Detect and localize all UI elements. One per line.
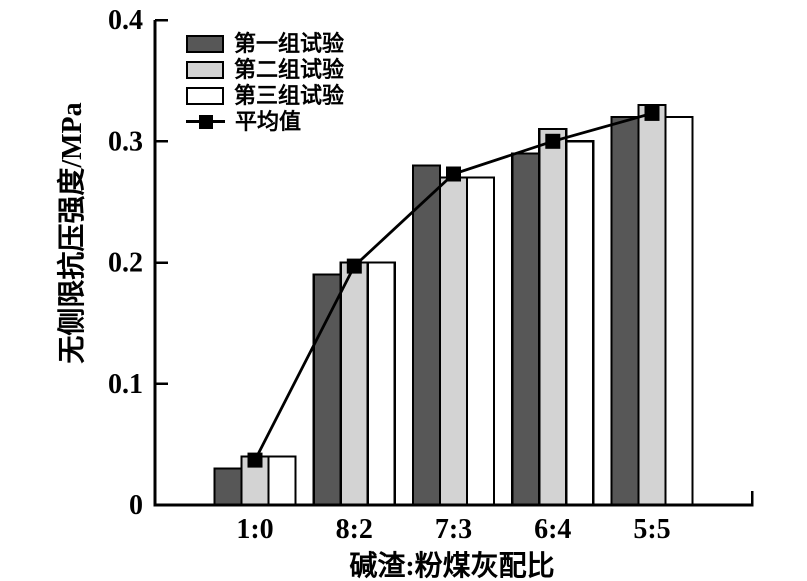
y-tick-label-0: 0 bbox=[129, 490, 143, 521]
bar-series1-5:5 bbox=[610, 115, 640, 507]
bar-series3-5:5 bbox=[664, 115, 694, 507]
y-axis-title: 无侧限抗压强度/MPa bbox=[57, 102, 88, 364]
y-tick-label-0.1: 0.1 bbox=[108, 369, 143, 400]
bar-series2-8:2 bbox=[339, 261, 369, 507]
y-tick-label-0.3: 0.3 bbox=[108, 126, 143, 157]
y-tick-label-0.4: 0.4 bbox=[108, 5, 143, 36]
bar-series2-7:3 bbox=[438, 176, 469, 507]
bar-series2-6:4 bbox=[538, 128, 568, 507]
x-tick-label-1:0: 1:0 bbox=[236, 514, 273, 545]
y-tick-label-0.2: 0.2 bbox=[108, 248, 143, 279]
legend-swatch-group3-icon bbox=[186, 86, 224, 105]
legend-label-group3: 第三组试验 bbox=[234, 83, 345, 108]
bar-series3-7:3 bbox=[465, 176, 496, 507]
bar-series1-8:2 bbox=[312, 273, 342, 507]
bar-series1-6:4 bbox=[511, 152, 541, 507]
x-tick-label-8:2: 8:2 bbox=[336, 514, 373, 545]
legend-item-average: 平均值 bbox=[186, 109, 344, 134]
legend-item-group2: 第二组试验 bbox=[186, 57, 344, 82]
average-marker-8:2 bbox=[346, 258, 362, 274]
legend-average-line-marker-icon bbox=[186, 113, 225, 131]
legend-label-average: 平均值 bbox=[235, 109, 302, 134]
bar-series1-7:3 bbox=[411, 164, 442, 507]
legend-swatch-group1-icon bbox=[186, 34, 224, 53]
bar-series3-6:4 bbox=[565, 140, 595, 507]
legend-item-group1: 第一组试验 bbox=[186, 31, 344, 56]
legend-label-group1: 第一组试验 bbox=[234, 31, 345, 56]
bar-series2-5:5 bbox=[637, 103, 667, 507]
average-marker-1:0 bbox=[247, 452, 263, 468]
x-tick-label-6:4: 6:4 bbox=[534, 514, 571, 545]
bar-series3-8:2 bbox=[366, 261, 396, 507]
legend: 第一组试验 第二组试验 第三组试验 平均值 bbox=[186, 31, 344, 134]
bar-series3-1:0 bbox=[267, 455, 297, 507]
average-marker-5:5 bbox=[644, 105, 660, 121]
x-tick-label-7:3: 7:3 bbox=[435, 514, 472, 545]
bar-series1-1:0 bbox=[213, 467, 243, 507]
legend-item-group3: 第三组试验 bbox=[186, 83, 344, 108]
x-axis-title: 碱渣:粉煤灰配比 bbox=[349, 551, 555, 581]
average-marker-6:4 bbox=[545, 133, 561, 149]
legend-swatch-group2-icon bbox=[186, 60, 224, 79]
legend-label-group2: 第二组试验 bbox=[234, 57, 345, 82]
average-marker-7:3 bbox=[446, 166, 461, 182]
x-tick-label-5:5: 5:5 bbox=[633, 514, 670, 545]
